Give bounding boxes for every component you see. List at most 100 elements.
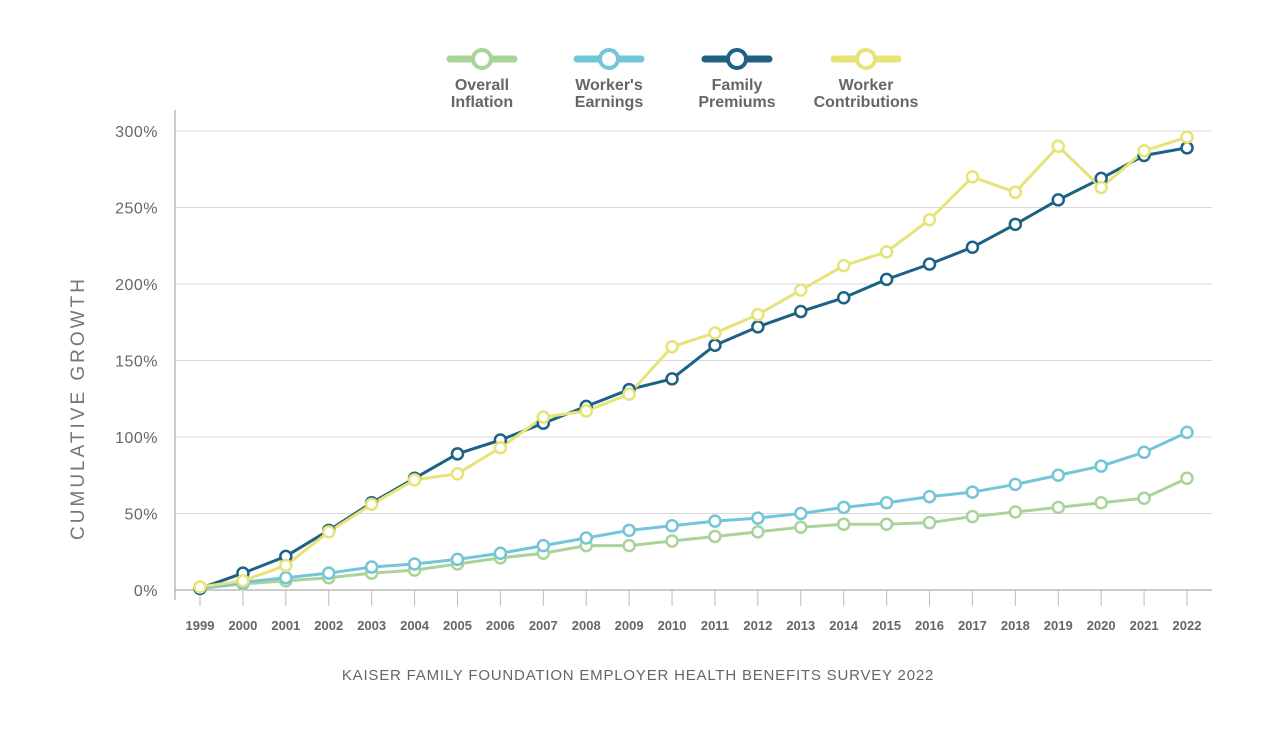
legend-label: Inflation: [451, 94, 513, 111]
chart-grid: [175, 130, 1212, 514]
series-point-1: [321, 566, 336, 580]
x-tick-label: 2000: [228, 618, 257, 633]
legend-swatch-marker: [598, 48, 620, 70]
x-tick-label: 1999: [186, 618, 215, 633]
series-point-1: [922, 489, 937, 504]
series-point-3: [794, 283, 808, 297]
series-point-1: [407, 557, 422, 571]
x-tick-label: 2015: [872, 618, 901, 633]
series-point-3: [493, 440, 508, 455]
x-tick-label: 2017: [958, 618, 987, 633]
series-point-2: [922, 257, 937, 271]
series-point-3: [536, 410, 551, 424]
series-point-0: [622, 538, 636, 553]
series-point-0: [794, 520, 808, 535]
x-tick-label: 2007: [529, 618, 558, 633]
series-point-1: [622, 523, 636, 538]
series-point-1: [879, 496, 894, 510]
series-point-0: [965, 509, 980, 524]
series-point-2: [794, 304, 808, 319]
y-tick-label: 200%: [115, 277, 158, 294]
series-point-3: [922, 212, 937, 227]
series-point-0: [1008, 505, 1023, 519]
x-tick-label: 2010: [658, 618, 687, 633]
series-point-1: [364, 560, 379, 574]
legend-label: Worker's: [575, 77, 643, 94]
series-line-0: [199, 476, 1188, 590]
x-tick-label: 2016: [915, 618, 944, 633]
x-tick-label: 2011: [701, 618, 729, 633]
chart-axes: 0% 50% 100% 150% 200% 250% 300% 1999 2000 2001 200…: [115, 110, 1212, 633]
series-point-1: [708, 514, 722, 528]
series-point-1: [1008, 477, 1023, 492]
series-point-0: [922, 515, 937, 530]
series-point-3: [751, 307, 765, 322]
y-tick-label: 300%: [115, 124, 158, 141]
series-point-0: [836, 517, 851, 531]
x-tick-label: 2004: [400, 618, 430, 633]
x-tick-label: 2021: [1130, 618, 1159, 633]
series-point-1: [579, 531, 593, 545]
x-tick-label: 2020: [1087, 618, 1116, 633]
series-point-1: [1137, 445, 1151, 460]
series-point-2: [665, 372, 679, 386]
series-point-0: [708, 529, 722, 544]
series-point-0: [1137, 491, 1151, 505]
x-tick-label: 2009: [615, 618, 644, 633]
y-tick-label: 250%: [115, 201, 158, 218]
series-point-1: [751, 511, 765, 525]
series-line-1: [199, 431, 1188, 590]
series-point-1: [665, 518, 679, 533]
series-point-2: [751, 320, 765, 334]
series-point-0: [1051, 500, 1066, 515]
x-tick-label: 2018: [1001, 618, 1030, 633]
x-tick-label: 2003: [357, 618, 386, 633]
y-tick-label: 150%: [115, 354, 158, 371]
legend-label: Worker: [839, 77, 894, 94]
series-point-3: [1008, 185, 1023, 199]
chart-source-caption: KAISER FAMILY FOUNDATION EMPLOYER HEALTH…: [342, 667, 934, 684]
series-point-0: [1180, 471, 1194, 486]
series-point-2: [1051, 193, 1066, 207]
series-point-3: [193, 580, 207, 594]
legend-swatch-marker: [726, 48, 748, 70]
series-point-1: [493, 546, 508, 561]
series-point-1: [1180, 425, 1194, 440]
series-point-2: [1180, 141, 1194, 155]
y-tick-label: 50%: [124, 507, 158, 524]
y-axis-title: CUMULATIVE GROWTH: [68, 276, 89, 540]
legend-label: Overall: [455, 77, 509, 94]
series-point-3: [236, 574, 250, 588]
series-point-0: [751, 525, 765, 539]
series-line-3: [199, 135, 1188, 589]
series-point-2: [1008, 217, 1023, 232]
series-point-3: [1094, 180, 1108, 195]
series-point-3: [1051, 139, 1066, 154]
x-tick-label: 2006: [486, 618, 515, 633]
series-point-2: [708, 338, 722, 352]
legend-label: Earnings: [575, 94, 644, 111]
legend-label: Premiums: [698, 94, 775, 111]
series-point-2: [836, 291, 851, 305]
series-point-1: [536, 538, 551, 553]
series-point-3: [321, 525, 336, 539]
series-point-2: [879, 272, 894, 287]
x-tick-label: 2001: [271, 618, 300, 633]
x-tick-label: 2014: [829, 618, 859, 633]
y-tick-label: 0%: [134, 583, 158, 600]
series-point-3: [1137, 144, 1151, 158]
series-point-1: [1051, 468, 1066, 482]
x-tick-label: 2022: [1173, 618, 1202, 633]
series-point-1: [1094, 459, 1108, 473]
x-tick-label: 2019: [1044, 618, 1073, 633]
series-point-3: [579, 404, 593, 418]
series-point-1: [965, 485, 980, 499]
series-point-3: [836, 258, 851, 273]
series-point-2: [450, 447, 465, 461]
series-point-3: [622, 387, 636, 401]
series-point-0: [665, 534, 679, 548]
series-point-3: [708, 326, 722, 340]
series-point-1: [794, 506, 808, 521]
series-point-1: [450, 552, 465, 567]
series-point-3: [450, 466, 465, 481]
